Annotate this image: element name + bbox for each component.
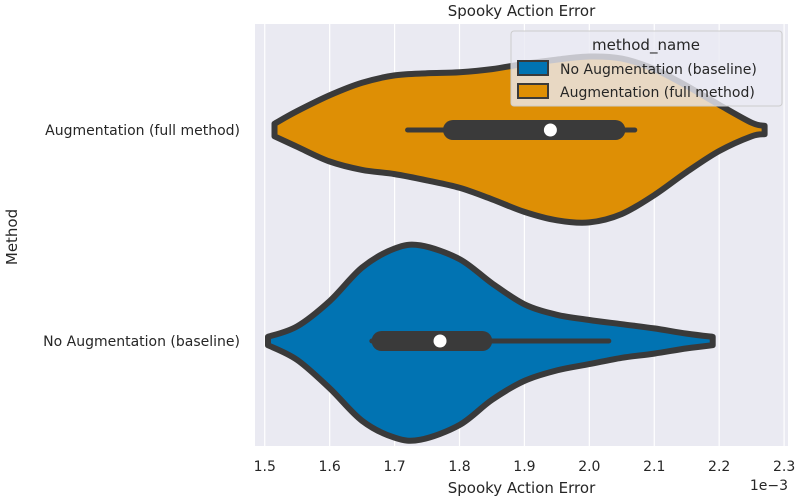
- x-tick-label: 2.1: [643, 459, 665, 475]
- legend-swatch-augmentation: [517, 83, 549, 99]
- y-tick-label: Augmentation (full method): [45, 123, 240, 139]
- x-scale-label: 1e−3: [750, 478, 788, 494]
- legend-title: method_name: [592, 36, 700, 55]
- legend-label-no-augmentation: No Augmentation (baseline): [560, 62, 757, 78]
- x-tick-label: 2.3: [773, 459, 795, 475]
- median-augmentation: [543, 123, 557, 137]
- y-axis-label: Method: [3, 209, 21, 265]
- median-no-augmentation: [433, 334, 447, 348]
- x-tick-label: 1.7: [383, 459, 405, 475]
- legend-frame: [510, 30, 783, 107]
- x-tick-label: 2.0: [578, 459, 600, 475]
- x-tick-labels: 1.5 1.6 1.7 1.8 1.9 2.0 2.1 2.2 2.3: [254, 459, 796, 475]
- y-tick-labels: Augmentation (full method) No Augmentatio…: [43, 123, 240, 350]
- x-tick-label: 1.5: [254, 459, 276, 475]
- x-axis-label: Spooky Action Error: [448, 479, 596, 497]
- x-tick-label: 1.8: [448, 459, 470, 475]
- y-tick-label: No Augmentation (baseline): [43, 334, 240, 350]
- x-tick-label: 1.9: [513, 459, 535, 475]
- legend: method_name No Augmentation (baseline) A…: [510, 30, 783, 107]
- legend-label-augmentation: Augmentation (full method): [560, 85, 755, 101]
- x-tick-label: 2.2: [708, 459, 730, 475]
- box-layer: [369, 120, 638, 351]
- legend-swatch-no-augmentation: [517, 60, 549, 76]
- x-tick-label: 1.6: [319, 459, 341, 475]
- chart-title: Spooky Action Error: [448, 2, 596, 20]
